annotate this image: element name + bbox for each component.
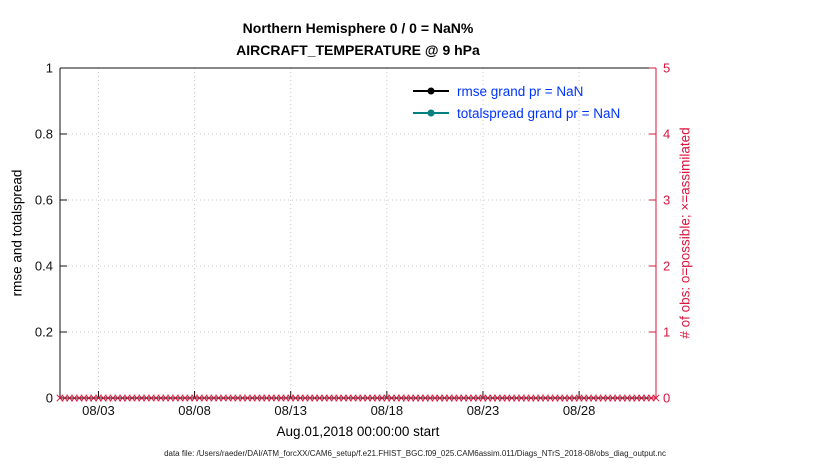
legend-marker-rmse — [427, 87, 435, 95]
legend-line-totalspread — [413, 109, 449, 117]
x-axis: 08/03 08/08 08/13 08/18 08/23 08/28 — [82, 391, 595, 418]
legend-item-rmse: rmse grand pr = NaN — [413, 80, 620, 102]
data-file-caption: data file: /Users/raeder/DAI/ATM_forcXX/… — [164, 449, 666, 458]
y-axis-label-left: rmse and totalspread — [9, 169, 25, 297]
legend-label-totalspread: totalspread grand pr = NaN — [457, 105, 621, 121]
y-left-tick-label: 0.6 — [35, 193, 53, 208]
legend-item-totalspread: totalspread grand pr = NaN — [413, 102, 620, 124]
x-tick-label: 08/08 — [178, 403, 211, 418]
legend-label-rmse: rmse grand pr = NaN — [457, 83, 584, 99]
x-tick-label: 08/28 — [563, 403, 596, 418]
y-right-tick-label: 0 — [663, 391, 670, 406]
legend-marker-totalspread — [427, 109, 435, 117]
x-axis-label: Aug.01,2018 00:00:00 start — [276, 424, 440, 439]
y-left-tick-label: 1 — [46, 61, 53, 76]
chart-title-line1: Northern Hemisphere 0 / 0 = NaN% — [242, 20, 474, 36]
x-tick-label: 08/03 — [82, 403, 115, 418]
legend: rmse grand pr = NaN totalspread grand pr… — [413, 80, 620, 124]
x-tick-label: 08/18 — [371, 403, 404, 418]
chart-title-line2: AIRCRAFT_TEMPERATURE @ 9 hPa — [236, 42, 480, 58]
y-left-tick-label: 0.2 — [35, 325, 53, 340]
y-axis-right: 0 1 2 3 4 5 — [649, 61, 670, 406]
y-right-tick-label: 1 — [663, 325, 670, 340]
y-left-tick-label: 0.4 — [35, 259, 53, 274]
y-right-tick-label: 2 — [663, 259, 670, 274]
x-tick-label: 08/13 — [274, 403, 307, 418]
y-right-tick-label: 4 — [663, 127, 670, 142]
grid-lines — [60, 68, 656, 398]
obs-assimilated-markers — [56, 394, 660, 402]
y-left-tick-label: 0 — [46, 391, 53, 406]
x-tick-label: 08/23 — [467, 403, 500, 418]
y-left-tick-label: 0.8 — [35, 127, 53, 142]
y-right-tick-label: 5 — [663, 61, 670, 76]
y-right-tick-label: 3 — [663, 193, 670, 208]
y-axis-label-right: # of obs: o=possible; ×=assimilated — [677, 127, 693, 339]
y-axis-left: 0 0.2 0.4 0.6 0.8 1 — [35, 61, 67, 406]
legend-line-rmse — [413, 87, 449, 95]
